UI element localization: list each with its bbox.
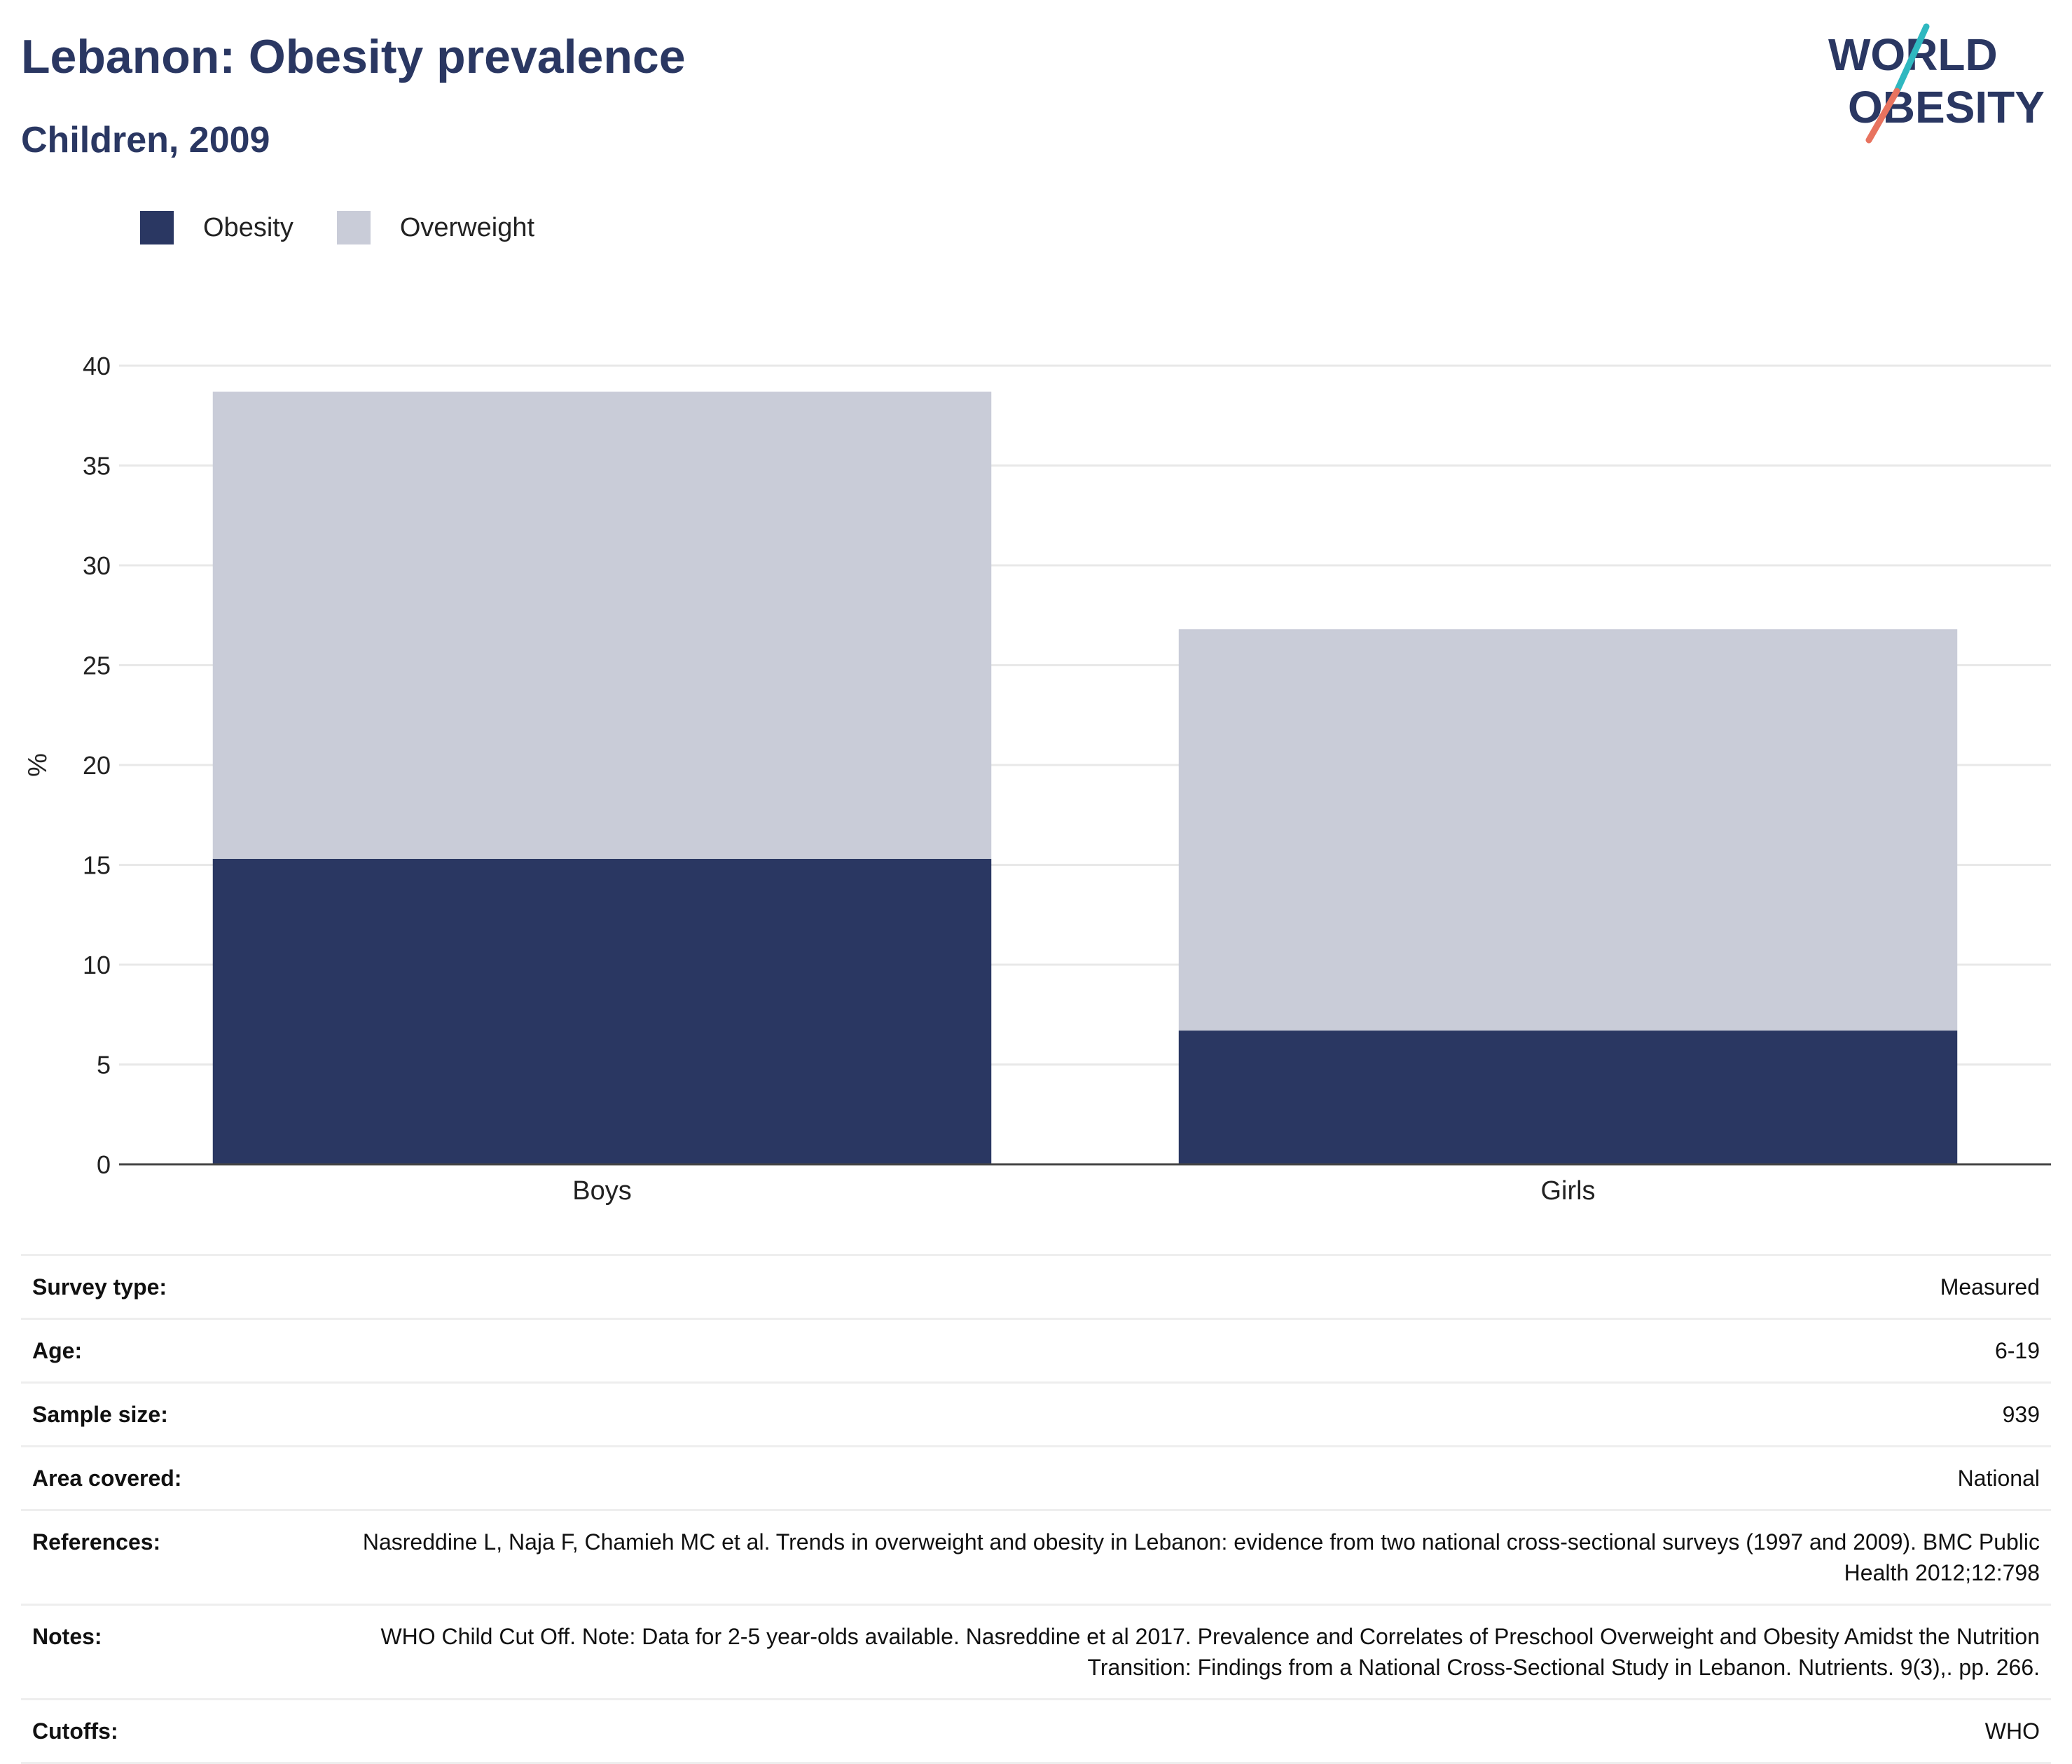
info-value: National: [310, 1445, 2051, 1510]
info-row-survey-type: Survey type: Measured: [21, 1254, 2051, 1319]
info-row-references: References: Nasreddine L, Naja F, Chamie…: [21, 1509, 2051, 1605]
info-value: 939: [310, 1381, 2051, 1447]
legend-swatch-overweight: [336, 211, 371, 244]
y-tick-label: 25: [83, 652, 111, 680]
bar-overweight-girls: [1178, 629, 1958, 1031]
page-title: Lebanon: Obesity prevalence: [21, 30, 686, 83]
info-row-sample-size: Sample size: 939: [21, 1381, 2051, 1447]
info-value: WHO Child Cut Off. Note: Data for 2-5 ye…: [310, 1604, 2051, 1700]
info-value: 6-19: [310, 1318, 2051, 1383]
chart-legend: Obesity Overweight: [140, 210, 578, 245]
world-obesity-logo: WORLD OBESITY: [1828, 23, 2045, 144]
legend-label-overweight: Overweight: [399, 212, 535, 242]
legend-item-overweight: Overweight: [336, 211, 535, 244]
y-tick-label: 5: [97, 1051, 111, 1080]
info-row-notes: Notes: WHO Child Cut Off. Note: Data for…: [21, 1604, 2051, 1700]
y-tick-label: 15: [83, 851, 111, 880]
logo-slash-coral: [1865, 88, 1900, 144]
legend-label-obesity: Obesity: [203, 212, 293, 242]
bar-overweight-boys: [212, 392, 992, 859]
y-axis-title: %: [23, 753, 53, 777]
info-label: Notes:: [21, 1604, 310, 1700]
info-label: Survey type:: [21, 1254, 310, 1319]
bar-obesity-boys: [212, 858, 992, 1164]
info-value: Nasreddine L, Naja F, Chamieh MC et al. …: [310, 1509, 2051, 1605]
logo-slash-teal: [1893, 23, 1930, 95]
x-tick-label: Girls: [1540, 1176, 1595, 1206]
page-subtitle: Children, 2009: [21, 120, 270, 160]
y-tick-label: 20: [83, 751, 111, 780]
info-row-age: Age: 6-19: [21, 1318, 2051, 1383]
y-tick-label: 40: [83, 352, 111, 380]
info-label: Sample size:: [21, 1381, 310, 1447]
y-tick-label: 10: [83, 951, 111, 979]
survey-info-table: Survey type: Measured Age: 6-19 Sample s…: [21, 1254, 2051, 1764]
info-row-cutoffs: Cutoffs: WHO: [21, 1698, 2051, 1764]
legend-swatch-obesity: [140, 211, 174, 244]
info-label: Age:: [21, 1318, 310, 1383]
info-label: References:: [21, 1509, 310, 1605]
info-label: Area covered:: [21, 1445, 310, 1510]
y-tick-label: 0: [97, 1150, 111, 1179]
info-value: Measured: [310, 1254, 2051, 1319]
x-tick-label: Boys: [572, 1176, 631, 1206]
bar-obesity-girls: [1178, 1031, 1958, 1164]
stacked-bar-chart: 0 5 10 15 20 25 30 35 40% Boys Girls: [23, 352, 2051, 1206]
legend-item-obesity: Obesity: [140, 211, 293, 244]
info-row-area-covered: Area covered: National: [21, 1445, 2051, 1510]
y-tick-label: 35: [83, 452, 111, 481]
y-tick-label: 30: [83, 551, 111, 580]
